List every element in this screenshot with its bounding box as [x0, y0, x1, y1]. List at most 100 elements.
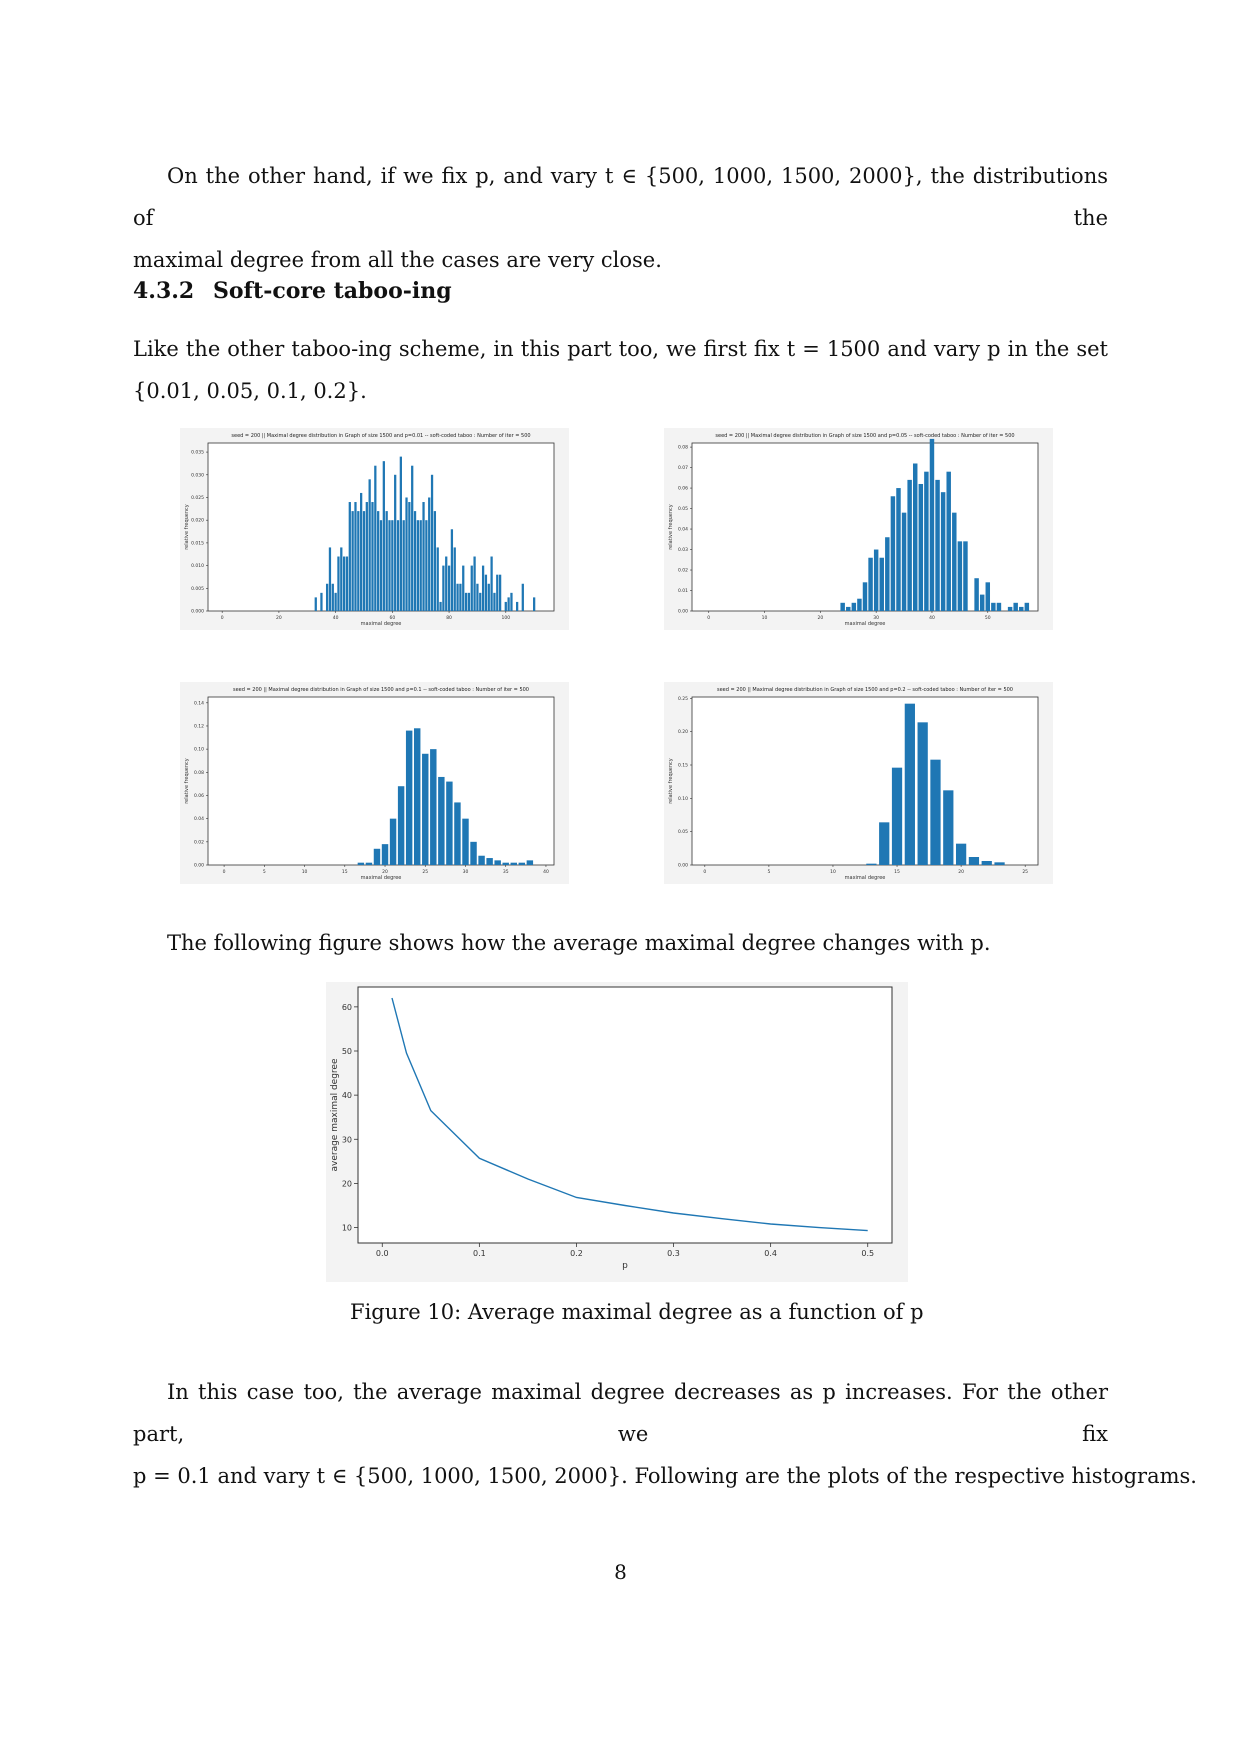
bar: [484, 574, 488, 611]
paragraph-2-line-1: Like the other taboo-ing scheme, in this…: [133, 337, 1108, 361]
x-axis-label: p: [622, 1261, 628, 1271]
histogram-p02: seed = 200 || Maximal degree distributio…: [664, 682, 1053, 884]
bar: [438, 776, 445, 865]
bar: [504, 601, 507, 611]
x-tick-label: 0.0: [376, 1249, 389, 1258]
x-tick-label: 30: [873, 615, 879, 621]
bar: [981, 861, 992, 865]
y-axis-label: relative frequency: [668, 504, 674, 550]
x-tick-label: 20: [958, 869, 964, 875]
bar: [442, 565, 445, 611]
bar: [912, 463, 918, 611]
bar: [405, 730, 413, 865]
bar: [365, 862, 373, 865]
y-tick-label: 40: [342, 1091, 352, 1100]
paragraph-3-line-1: The following figure shows how the avera…: [167, 931, 991, 955]
bar: [445, 556, 448, 611]
page-number: 8: [614, 1560, 627, 1584]
bar: [857, 598, 862, 611]
bar: [891, 767, 903, 865]
y-tick-label: 0.030: [191, 472, 204, 478]
bar: [362, 511, 366, 611]
x-tick-label: 20: [276, 615, 282, 621]
bar: [866, 863, 877, 865]
bar: [968, 857, 980, 865]
bar: [408, 502, 411, 611]
bar: [979, 594, 985, 611]
bar: [377, 511, 380, 611]
bar: [396, 520, 400, 611]
x-tick-label: 80: [446, 615, 452, 621]
bar: [459, 583, 462, 611]
x-tick-label: 35: [503, 869, 509, 875]
bar: [496, 574, 499, 611]
bar: [490, 556, 493, 611]
y-tick-label: 0.00: [678, 863, 688, 869]
bar: [851, 602, 857, 611]
section-heading: 4.3.2 Soft-core taboo-ing: [133, 278, 452, 304]
bar: [896, 488, 901, 611]
paragraph-1: On the other hand, if we fix p, and vary…: [133, 155, 1108, 281]
bar: [879, 822, 890, 865]
bar: [533, 597, 536, 611]
bar: [413, 728, 421, 865]
plot-area: [691, 696, 1039, 866]
bar: [397, 786, 405, 865]
bar: [436, 547, 439, 611]
x-tick-label: 0: [707, 615, 710, 621]
bar: [394, 474, 397, 611]
bar: [454, 802, 461, 865]
paragraph-4-line-1: In this case too, the average maximal de…: [133, 1380, 1108, 1446]
bar: [447, 565, 451, 611]
x-tick-label: 0: [703, 869, 706, 875]
y-tick-label: 0.06: [194, 793, 204, 799]
y-tick-label: 0.04: [194, 816, 204, 822]
chart-title: seed = 200 || Maximal degree distributio…: [715, 433, 1014, 439]
bar: [478, 855, 485, 865]
paragraph-2: Like the other taboo-ing scheme, in this…: [133, 328, 1108, 412]
bar: [419, 520, 422, 611]
bar: [879, 557, 884, 611]
bar: [379, 520, 383, 611]
bar: [1007, 606, 1013, 611]
bar: [365, 502, 368, 611]
y-tick-label: 0.05: [678, 829, 688, 835]
bar: [428, 497, 431, 611]
y-axis-label: relative frequency: [668, 758, 674, 804]
bar: [325, 583, 329, 611]
x-tick-label: 25: [1022, 869, 1028, 875]
bar: [368, 479, 371, 611]
bar: [840, 602, 845, 611]
bar: [446, 781, 453, 865]
paragraph-3: The following figure shows how the avera…: [167, 922, 1107, 964]
bar: [890, 496, 896, 611]
paragraph-1-line-2: maximal degree from all the cases are ve…: [133, 248, 662, 272]
bar: [996, 602, 1002, 611]
paragraph-2-line-2: {0.01, 0.05, 0.1, 0.2}.: [133, 379, 367, 403]
bar: [402, 520, 405, 611]
series-line: [391, 997, 868, 1232]
paragraph-4: In this case too, the average maximal de…: [133, 1371, 1197, 1497]
bar: [439, 601, 442, 611]
y-axis-label: average maximal degree: [330, 1058, 340, 1171]
chart-title: seed = 200 || Maximal degree distributio…: [231, 433, 530, 439]
bar: [952, 512, 957, 611]
bar: [862, 582, 868, 611]
bar: [907, 479, 912, 611]
y-tick-label: 30: [342, 1135, 352, 1144]
bar: [470, 565, 473, 611]
bar: [946, 471, 951, 611]
bar: [391, 520, 394, 611]
bar: [494, 860, 501, 865]
y-tick-label: 20: [342, 1179, 352, 1188]
histogram-p005-svg: seed = 200 || Maximal degree distributio…: [668, 433, 1039, 627]
bar: [328, 547, 332, 611]
bar: [467, 592, 471, 611]
y-tick-label: 0.20: [678, 729, 688, 735]
bar: [453, 547, 456, 611]
x-tick-label: 0.3: [667, 1249, 680, 1258]
y-tick-label: 0.015: [191, 540, 204, 546]
bar: [382, 461, 385, 611]
bar: [963, 541, 968, 611]
x-tick-label: 100: [501, 615, 510, 621]
